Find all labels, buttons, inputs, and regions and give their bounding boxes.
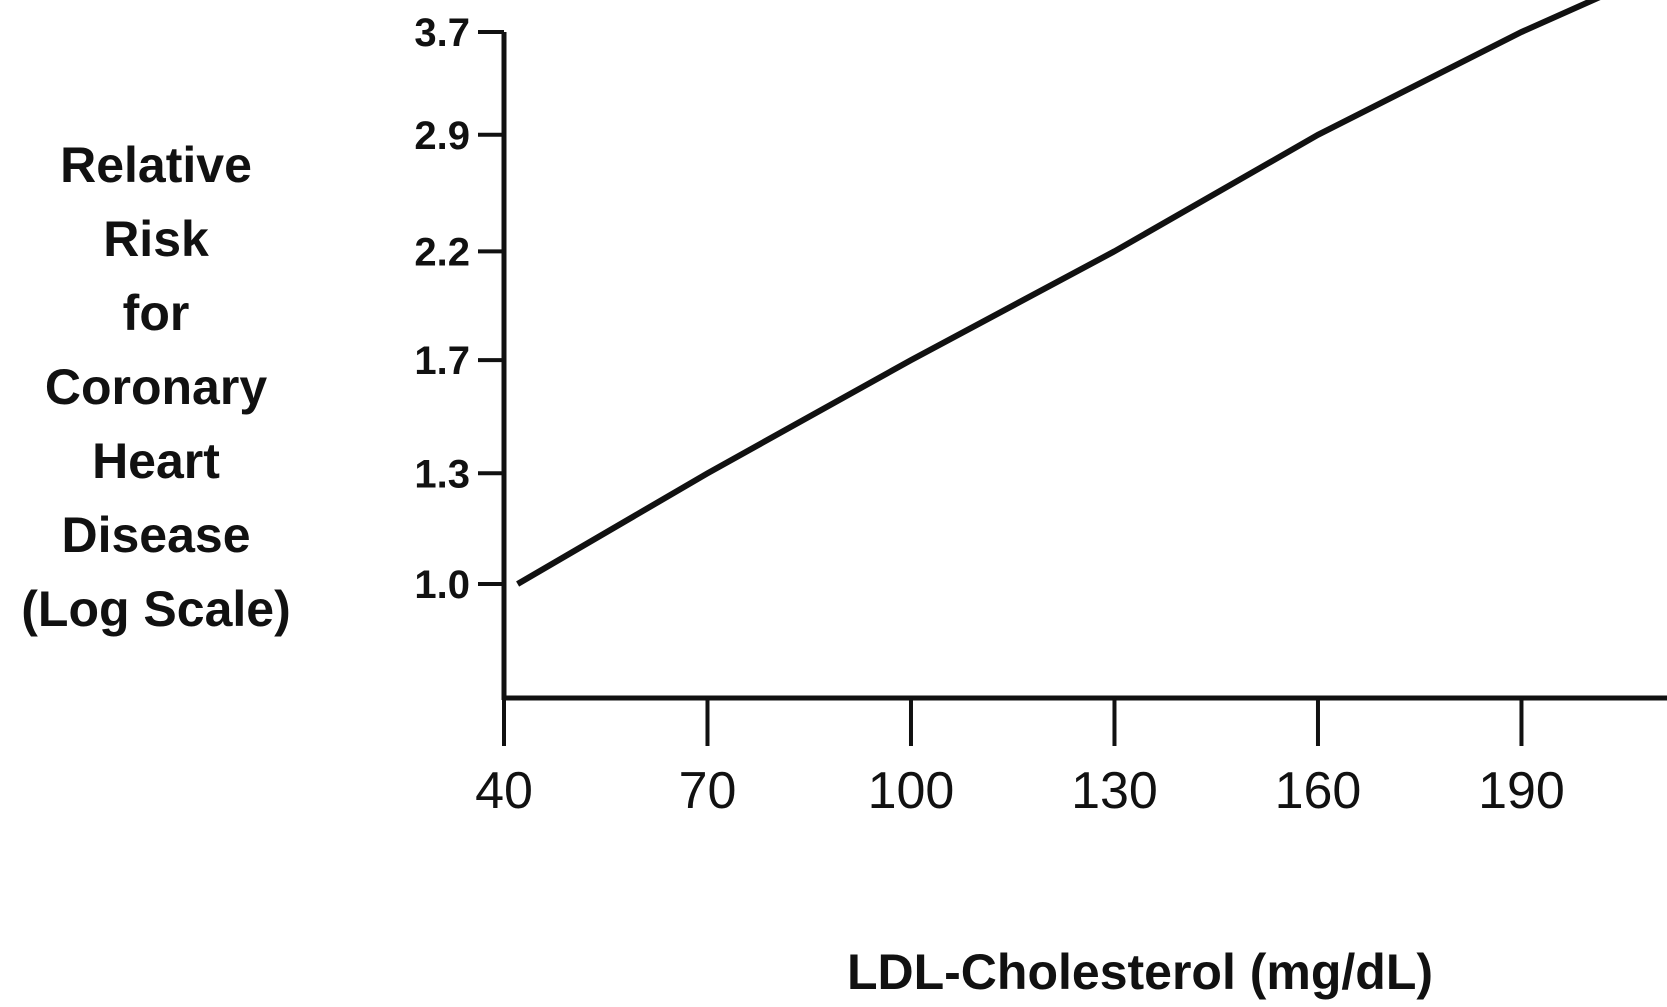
x-tick-label: 190 xyxy=(1478,762,1565,820)
y-tick-label: 2.2 xyxy=(414,230,470,274)
x-tick-label: 70 xyxy=(679,762,737,820)
y-axis-label-line: Relative xyxy=(60,137,252,193)
x-tick-label: 130 xyxy=(1071,762,1158,820)
y-tick-label: 1.0 xyxy=(414,563,470,607)
y-tick-label: 3.7 xyxy=(414,11,470,55)
y-axis-label-line: (Log Scale) xyxy=(21,581,291,637)
x-tick-label: 100 xyxy=(868,762,955,820)
y-axis-label-line: for xyxy=(122,285,190,341)
series xyxy=(516,0,1601,587)
y-axis-label-line: Risk xyxy=(103,211,209,267)
y-axis-label-line: Disease xyxy=(61,507,251,563)
axes xyxy=(501,32,1667,701)
x-axis-label: LDL-Cholesterol (mg/dL) xyxy=(846,944,1434,1000)
y-tick-label: 2.9 xyxy=(414,114,470,158)
ticks: 1.0 1.3 1.7 2.2 2.9 3.7 40 70 100 130 160 190 xyxy=(414,11,1564,820)
series-line xyxy=(516,0,1601,587)
x-tick-label: 40 xyxy=(475,762,533,820)
y-axis-label: Relative Risk for Coronary Heart Disease… xyxy=(0,128,312,646)
y-tick-label: 1.7 xyxy=(414,339,470,383)
x-tick-label: 160 xyxy=(1275,762,1362,820)
y-tick-label: 1.3 xyxy=(414,452,470,496)
y-axis-label-line: Heart xyxy=(92,433,220,489)
y-axis-label-line: Coronary xyxy=(44,359,268,415)
